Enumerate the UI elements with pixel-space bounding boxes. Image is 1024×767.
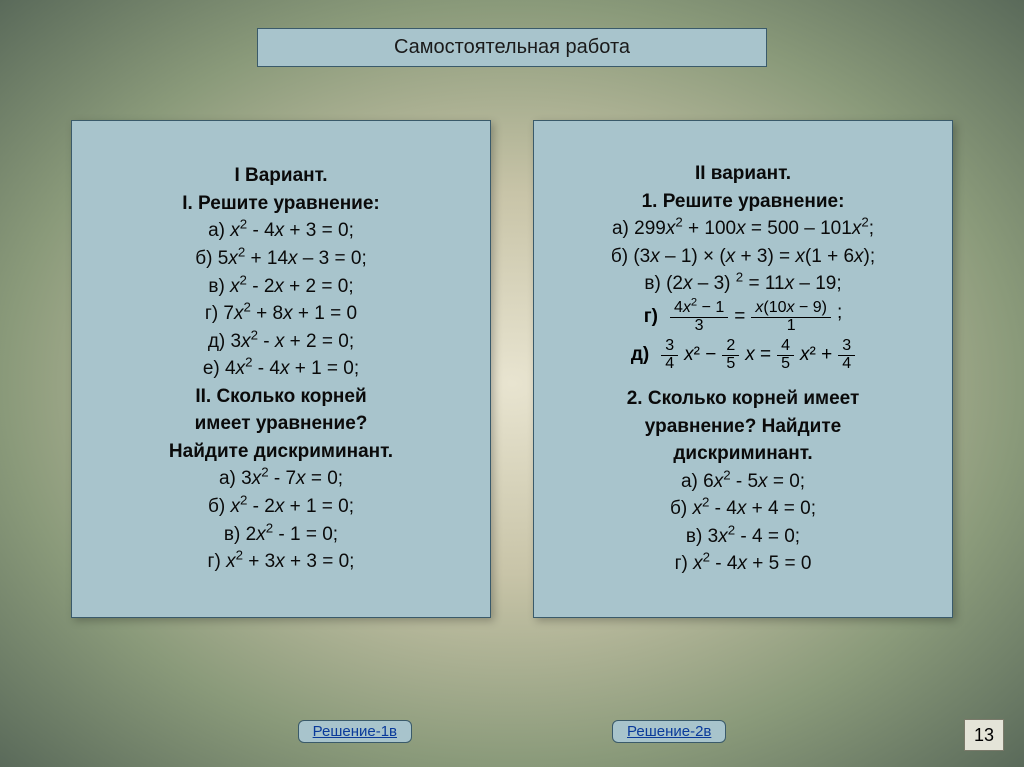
v2-eq-d-label: д): [631, 342, 649, 369]
v1-eq-a: а) x2 - 4x + 3 = 0;: [90, 217, 472, 245]
v2-eq-a: а) 299x2 + 100x = 500 – 101x2;: [552, 215, 934, 243]
variant-1-card: I Вариант. I. Решите уравнение: а) x2 - …: [71, 120, 491, 618]
fraction: 3 4: [838, 338, 855, 373]
v1-eq-e: е) 4x2 - 4x + 1 = 0;: [90, 355, 472, 383]
v1-task1-title: I. Решите уравнение:: [90, 190, 472, 218]
v1-eq-b: б) 5x2 + 14x – 3 = 0;: [90, 245, 472, 273]
v1-heading: I Вариант.: [90, 162, 472, 190]
fraction: 2 5: [722, 338, 739, 373]
content-columns: I Вариант. I. Решите уравнение: а) x2 - …: [0, 120, 1024, 618]
fraction: x(10x − 9) 1: [751, 300, 831, 335]
v1-q-v: в) 2x2 - 1 = 0;: [90, 521, 472, 549]
solution-1-link[interactable]: Решение-1в: [298, 720, 412, 743]
v2-eq-g: г) 4x2 − 1 3 = x(10x − 9) 1 ;: [552, 300, 934, 335]
v1-eq-v: в) x2 - 2x + 2 = 0;: [90, 273, 472, 301]
v2-task2-l2: уравнение? Найдите: [552, 413, 934, 441]
v1-q-b: б) x2 - 2x + 1 = 0;: [90, 493, 472, 521]
v1-q-a: а) 3x2 - 7x = 0;: [90, 465, 472, 493]
v2-q-g: г) x2 - 4x + 5 = 0: [552, 550, 934, 578]
v1-task2-l1: II. Сколько корней: [90, 383, 472, 411]
bottom-links: Решение-1в Решение-2в: [0, 720, 1024, 743]
semicolon: ;: [837, 300, 842, 327]
v2-eq-v: в) (2x – 3) 2 = 11x – 19;: [552, 270, 934, 298]
v2-eq-b: б) (3x – 1) × (x + 3) = x(1 + 6x);: [552, 243, 934, 271]
fraction: 4x2 − 1 3: [670, 300, 728, 335]
v2-eq-g-label: г): [644, 304, 658, 331]
v2-q-v: в) 3x2 - 4 = 0;: [552, 523, 934, 551]
solution-2-link[interactable]: Решение-2в: [612, 720, 726, 743]
v1-eq-g: г) 7x2 + 8x + 1 = 0: [90, 300, 472, 328]
fraction: 4 5: [777, 338, 794, 373]
equals-sign: =: [734, 304, 745, 331]
v1-q-g: г) x2 + 3x + 3 = 0;: [90, 548, 472, 576]
v2-task2-l1: 2. Сколько корней имеет: [552, 385, 934, 413]
v2-q-b: б) x2 - 4x + 4 = 0;: [552, 495, 934, 523]
v2-task2-l3: дискриминант.: [552, 440, 934, 468]
v2-task1-title: 1. Решите уравнение:: [552, 188, 934, 216]
v2-q-a: а) 6x2 - 5x = 0;: [552, 468, 934, 496]
spacer: [552, 375, 934, 385]
v2-heading: II вариант.: [552, 160, 934, 188]
page-number: 13: [964, 719, 1004, 751]
v1-task2-l3: Найдите дискриминант.: [90, 438, 472, 466]
v1-task2-l2: имеет уравнение?: [90, 410, 472, 438]
v1-eq-d: д) 3x2 - x + 2 = 0;: [90, 328, 472, 356]
slide-title: Самостоятельная работа: [257, 28, 767, 67]
fraction: 3 4: [661, 338, 678, 373]
v2-eq-d: д) 3 4 x² − 2 5 x = 4 5 x² + 3 4: [552, 338, 934, 373]
variant-2-card: II вариант. 1. Решите уравнение: а) 299x…: [533, 120, 953, 618]
